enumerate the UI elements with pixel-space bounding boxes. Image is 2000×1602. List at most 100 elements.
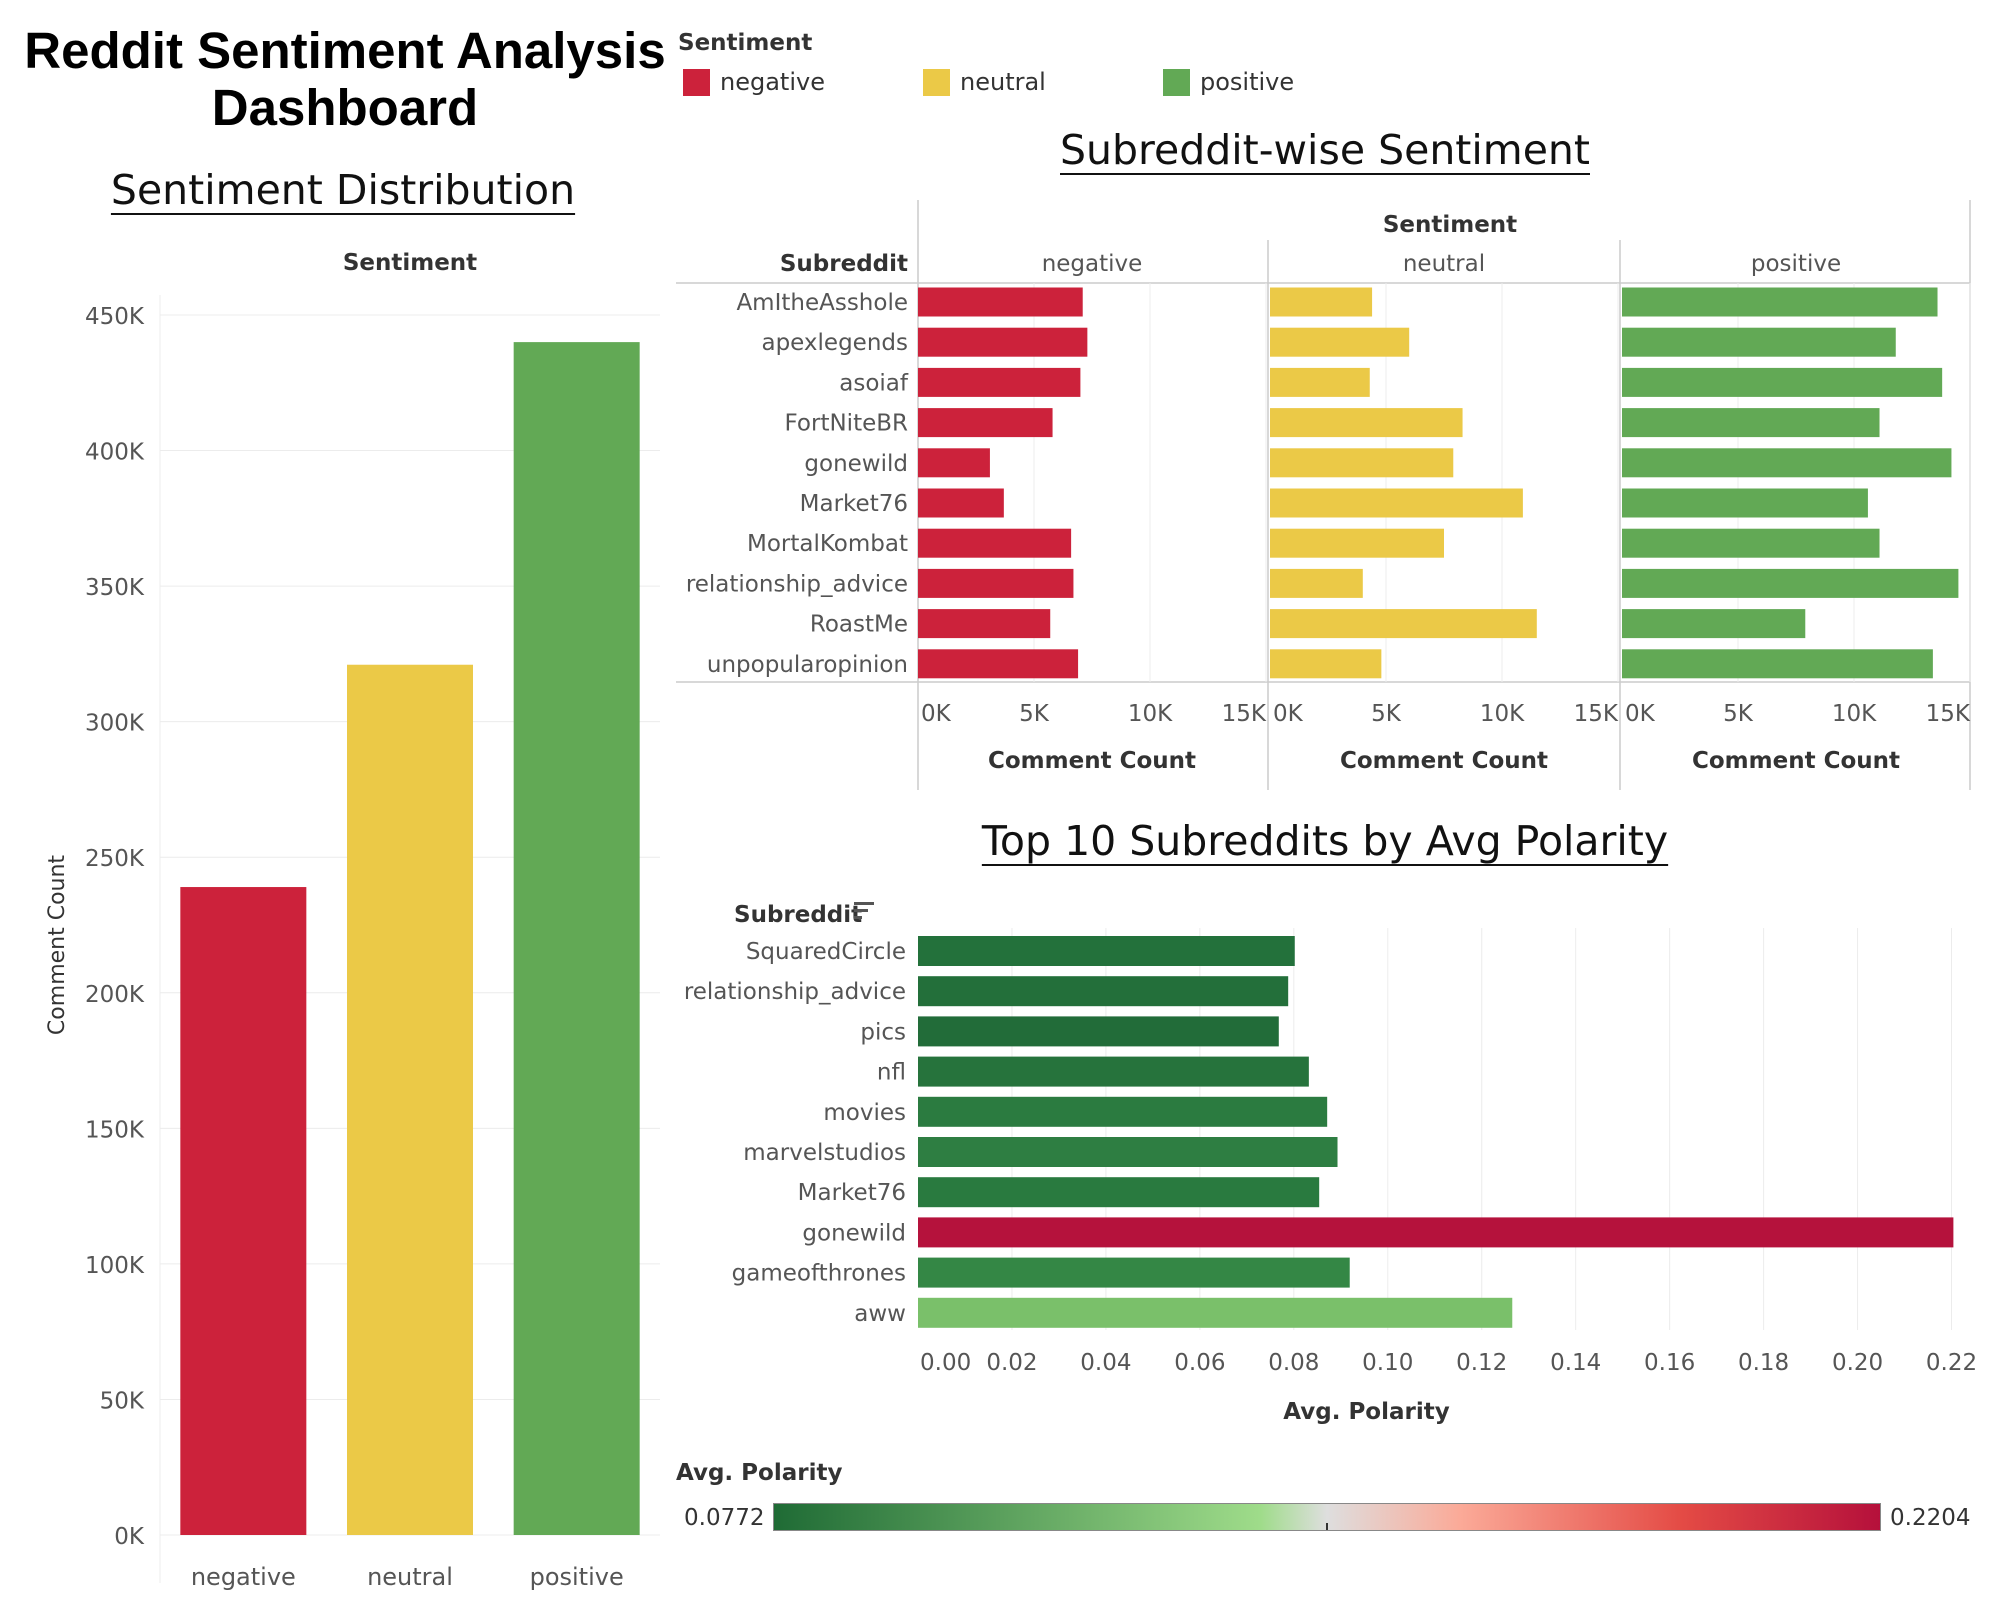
row-label-market76: Market76: [800, 491, 908, 517]
row-label-marvelstudios: marvelstudios: [743, 1140, 906, 1166]
bar-negative-fortnitebr: [918, 408, 1053, 438]
bar-neutral-gonewild: [1270, 448, 1454, 478]
colorbar-title: Avg. Polarity: [676, 1460, 843, 1486]
bar-marvelstudios: [918, 1137, 1338, 1167]
bar-negative-mortalkombat: [918, 528, 1072, 558]
x-tick-label: 0.10: [1362, 1350, 1413, 1376]
row-label-roastme: RoastMe: [810, 612, 908, 638]
sentiment-distribution-chart: Sentiment 0K 50K 100K 150K 200K 250K 300K 350K 40…: [45, 250, 660, 1591]
row-label-squaredcircle: SquaredCircle: [746, 939, 906, 965]
row-label-apexlegends: apexlegends: [761, 330, 908, 356]
y-tick-label: 150K: [85, 1117, 145, 1143]
bar-neutral-amitheasshole: [1270, 287, 1373, 317]
row-label-amitheasshole: AmItheAsshole: [736, 290, 908, 316]
colorbar-min-label: 0.0772: [684, 1505, 765, 1531]
x-category-label-negative: negative: [191, 1563, 296, 1591]
colorbar-gradient: [773, 1503, 1881, 1531]
bar-neutral: [347, 664, 473, 1535]
row-label-nfl: nfl: [877, 1060, 906, 1086]
x-tick-label: 0K: [1625, 701, 1656, 727]
dashboard-title-line-1: Reddit Sentiment Analysis: [24, 22, 666, 79]
row-label-gonewild: gonewild: [802, 1220, 906, 1246]
x-tick-label: 0.04: [1080, 1350, 1131, 1376]
x-tick-label: 10K: [1128, 701, 1173, 727]
bar-positive-market76: [1622, 488, 1868, 518]
row-label-market76: Market76: [798, 1180, 906, 1206]
row-label-pics: pics: [860, 1019, 906, 1045]
bar-positive-mortalkombat: [1622, 528, 1880, 558]
dashboard-title-line-2: Dashboard: [211, 79, 479, 136]
subreddit-sentiment-title: Subreddit-wise Sentiment: [1060, 126, 1590, 174]
bar-positive-gonewild: [1622, 448, 1952, 478]
row-label-fortnitebr: FortNiteBR: [785, 411, 908, 437]
subreddit-sentiment-chart: Sentiment Subreddit AmItheAsshole apexlegen…: [676, 200, 1971, 790]
bar-negative-apexlegends: [918, 327, 1088, 357]
y-tick-label: 350K: [85, 575, 145, 601]
y-tick-label: 250K: [85, 846, 145, 872]
bar-negative-roastme: [918, 609, 1051, 639]
y-tick-label: 0K: [114, 1524, 145, 1550]
bar-positive-fortnitebr: [1622, 408, 1880, 438]
bar-squaredcircle: [918, 936, 1295, 966]
colorbar-midpoint-tick: [1326, 1523, 1328, 1530]
bar-negative-asoiaf: [918, 367, 1081, 397]
row-label-mortalkombat: MortalKombat: [747, 531, 908, 557]
bar-negative-gonewild: [918, 448, 990, 478]
legend-swatch-neutral: [923, 68, 950, 96]
x-tick-label: 0.02: [986, 1350, 1037, 1376]
y-tick-label: 100K: [85, 1253, 145, 1279]
x-tick-label: 0.14: [1550, 1350, 1601, 1376]
bar-gameofthrones: [918, 1257, 1350, 1288]
legend-item-neutral[interactable]: neutral: [923, 68, 1046, 96]
x-category-label-neutral: neutral: [367, 1563, 453, 1591]
bar-pics: [918, 1016, 1279, 1047]
subreddit-row-header: Subreddit: [734, 902, 862, 928]
x-tick-label: 15K: [1926, 701, 1971, 727]
x-tick-label: 15K: [1222, 701, 1267, 727]
row-label-relationship-advice: relationship_advice: [686, 571, 908, 597]
legend-item-positive[interactable]: positive: [1163, 68, 1294, 96]
colorbar-max-label: 0.2204: [1890, 1505, 1971, 1531]
bar-positive-relationship-advice: [1622, 568, 1959, 598]
legend-swatch-negative: [683, 68, 710, 96]
x-axis-title-positive: Comment Count: [1692, 748, 1900, 774]
sentiment-column-header: Sentiment: [343, 250, 477, 276]
x-tick-label: 5K: [1371, 701, 1402, 727]
bar-neutral-apexlegends: [1270, 327, 1410, 357]
sort-icon: [854, 916, 862, 919]
x-tick-label: 0.06: [1174, 1350, 1225, 1376]
top10-polarity-chart: Subreddit 0.00 0.02 0.04 0.06 0.08 0.10 0.12 0.1…: [684, 902, 1977, 1425]
bar-relationship-advice: [918, 976, 1289, 1007]
y-tick-label: 450K: [85, 304, 145, 330]
legend-label-neutral: neutral: [960, 68, 1046, 96]
row-label-movies: movies: [823, 1100, 906, 1126]
bar-negative-market76: [918, 488, 1004, 518]
x-tick-label: 0.22: [1926, 1350, 1977, 1376]
row-label-relationship-advice: relationship_advice: [684, 979, 906, 1005]
y-axis-title: Comment Count: [45, 855, 70, 1035]
sort-icon: [854, 909, 868, 912]
panel-header-negative: negative: [1042, 251, 1143, 277]
bar-nfl: [918, 1056, 1309, 1087]
x-tick-label: 0.18: [1738, 1350, 1789, 1376]
legend-label-positive: positive: [1200, 68, 1295, 96]
x-tick-label: 10K: [1480, 701, 1525, 727]
bar-neutral-relationship-advice: [1270, 568, 1363, 598]
x-tick-label: 0.16: [1644, 1350, 1695, 1376]
y-tick-label: 400K: [85, 440, 145, 466]
top10-polarity-title: Top 10 Subreddits by Avg Polarity: [981, 817, 1669, 865]
row-label-gameofthrones: gameofthrones: [732, 1261, 906, 1287]
legend-title: Sentiment: [678, 30, 813, 56]
row-label-asoiaf: asoiaf: [839, 370, 909, 396]
legend-item-negative[interactable]: negative: [683, 68, 825, 96]
row-label-gonewild: gonewild: [804, 451, 908, 477]
bar-neutral-asoiaf: [1270, 367, 1370, 397]
x-tick-label: 15K: [1574, 701, 1619, 727]
bar-positive-unpopularopinion: [1622, 649, 1933, 679]
bar-neutral-market76: [1270, 488, 1523, 518]
bar-negative-unpopularopinion: [918, 649, 1079, 679]
x-tick-label: 0.08: [1268, 1350, 1319, 1376]
x-tick-label: 0.00: [920, 1350, 971, 1376]
legend-label-negative: negative: [720, 68, 825, 96]
bar-neutral-mortalkombat: [1270, 528, 1444, 558]
